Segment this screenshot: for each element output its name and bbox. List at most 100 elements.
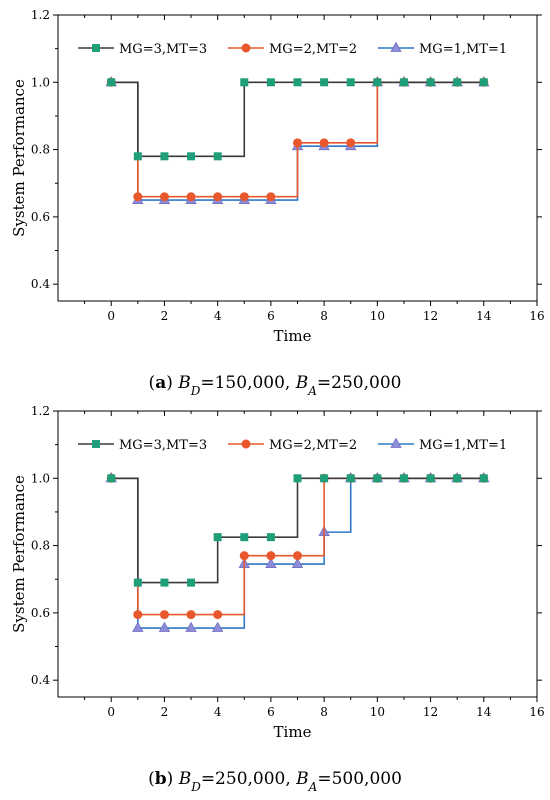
data-point xyxy=(265,557,277,568)
y-axis-title: System Performance xyxy=(10,475,28,633)
data-point xyxy=(158,621,171,632)
panel-caption: (b) BD=250,000, BA=500,000 xyxy=(148,769,402,794)
data-point xyxy=(291,557,304,568)
legend-marker xyxy=(241,43,251,53)
data-point xyxy=(213,533,222,542)
y-tick-label: 0.4 xyxy=(31,673,50,687)
x-tick-label: 14 xyxy=(476,309,492,323)
data-point xyxy=(211,621,224,632)
y-tick-label: 0.6 xyxy=(31,210,50,224)
caption-value: =500,000 xyxy=(317,769,402,789)
legend-marker xyxy=(92,44,100,52)
y-tick-label: 1.2 xyxy=(31,404,50,418)
data-point xyxy=(213,610,223,620)
x-tick-label: 6 xyxy=(267,309,275,323)
caption-label: a xyxy=(155,373,166,393)
data-point xyxy=(426,78,435,87)
x-tick-label: 12 xyxy=(423,705,438,719)
data-point xyxy=(266,78,275,87)
data-point xyxy=(346,78,355,87)
caption-var: B xyxy=(178,769,192,789)
data-point xyxy=(453,78,462,87)
x-tick-label: 12 xyxy=(423,309,438,323)
y-tick-label: 1.0 xyxy=(31,75,50,89)
data-point xyxy=(159,610,169,620)
data-point xyxy=(373,78,382,87)
legend-label: MG=2,MT=2 xyxy=(269,438,357,453)
series-square xyxy=(107,474,488,587)
x-tick-label: 16 xyxy=(529,705,544,719)
data-point xyxy=(319,138,329,148)
data-point xyxy=(346,138,356,148)
x-tick-label: 8 xyxy=(320,309,328,323)
y-tick-label: 1.2 xyxy=(31,8,50,22)
data-point xyxy=(133,192,143,202)
caption-paren-open: ( xyxy=(148,769,155,789)
x-axis-title: Time xyxy=(274,723,312,741)
x-tick-label: 16 xyxy=(529,309,544,323)
data-point xyxy=(293,474,302,483)
data-point xyxy=(213,192,223,202)
data-point xyxy=(479,474,488,483)
data-point xyxy=(320,78,329,87)
caption-subscript: A xyxy=(307,384,317,398)
caption-subscript: D xyxy=(190,384,201,398)
caption-var: B xyxy=(295,769,309,789)
x-tick-label: 0 xyxy=(107,309,115,323)
legend-label: MG=1,MT=1 xyxy=(419,42,507,57)
caption-paren-close: ) xyxy=(167,769,179,789)
data-point xyxy=(187,152,196,161)
legend-label: MG=2,MT=2 xyxy=(269,42,357,57)
caption-paren-close: ) xyxy=(166,373,178,393)
data-point xyxy=(399,474,408,483)
data-point xyxy=(187,578,196,587)
x-tick-label: 10 xyxy=(370,309,385,323)
data-point xyxy=(186,610,196,620)
panel-caption: (a) BD=150,000, BA=250,000 xyxy=(149,373,402,398)
y-axis-title: System Performance xyxy=(10,79,28,237)
data-point xyxy=(239,192,249,202)
series-line-0 xyxy=(111,477,484,584)
data-point xyxy=(186,192,196,202)
data-point xyxy=(320,474,329,483)
data-point xyxy=(453,474,462,483)
y-tick-label: 0.6 xyxy=(31,606,50,620)
data-point xyxy=(107,78,116,87)
data-point xyxy=(160,578,169,587)
caption-paren-open: ( xyxy=(149,373,156,393)
data-point xyxy=(239,551,249,561)
panel-b: 0 2 4 6 8 10 12 14 16 0.4 0.6 0.8 1.0 1.2 Time System P… xyxy=(10,404,545,794)
data-point xyxy=(240,78,249,87)
x-tick-label: 6 xyxy=(267,705,275,719)
data-point xyxy=(240,533,249,542)
caption-value: =150,000, xyxy=(200,373,295,393)
y-tick-label: 1.0 xyxy=(31,471,50,485)
x-tick-label: 2 xyxy=(161,309,169,323)
data-point xyxy=(213,152,222,161)
data-point xyxy=(293,551,302,561)
data-point xyxy=(479,78,488,87)
data-point xyxy=(160,152,169,161)
legend: MG=3,MT=3 MG=2,MT=2 MG=1,MT=1 xyxy=(78,437,507,453)
data-point xyxy=(185,621,197,632)
x-axis-title: Time xyxy=(274,327,312,345)
data-point xyxy=(159,192,169,202)
caption-var: B xyxy=(177,373,191,393)
data-point xyxy=(107,474,116,483)
x-tick-label: 2 xyxy=(161,705,169,719)
x-tick-label: 14 xyxy=(476,705,492,719)
caption-value: =250,000 xyxy=(317,373,402,393)
caption-var: B xyxy=(295,373,309,393)
data-point xyxy=(346,474,355,483)
x-tick-label: 4 xyxy=(214,309,222,323)
data-point xyxy=(426,474,435,483)
legend-label: MG=1,MT=1 xyxy=(419,438,507,453)
data-point xyxy=(133,578,142,587)
y-tick-label: 0.4 xyxy=(31,277,50,291)
x-tick-label: 10 xyxy=(370,705,385,719)
caption-label: b xyxy=(155,769,167,789)
data-point xyxy=(266,533,275,542)
series-square xyxy=(107,78,488,161)
legend-label: MG=3,MT=3 xyxy=(119,438,207,453)
